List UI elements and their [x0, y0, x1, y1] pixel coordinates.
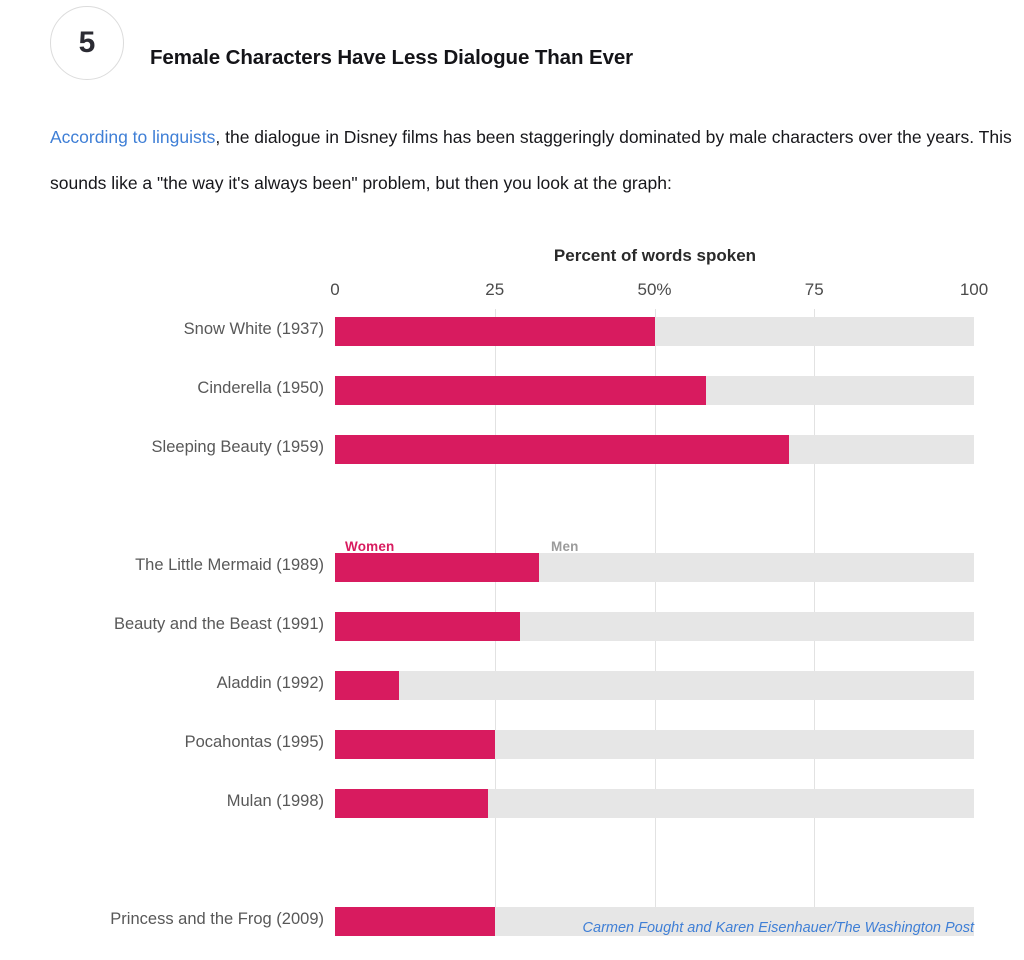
plot-area: Snow White (1937) Cinderella (1950) Sleepi… — [0, 309, 1024, 936]
page-title: Female Characters Have Less Dialogue Tha… — [150, 46, 634, 69]
bar-women — [335, 730, 495, 759]
bar-track-men — [335, 612, 974, 641]
bar-track-men — [335, 789, 974, 818]
bar-track-men — [335, 376, 974, 405]
bar-women — [335, 317, 655, 346]
row-label: Aladdin (1992) — [216, 674, 324, 692]
chart-row: The Little Mermaid (1989) Women Men — [0, 539, 1024, 582]
dialogue-bar-chart: Percent of words spoken 0 25 50% 75 100 Snow… — [0, 236, 1024, 936]
bar-track-men — [335, 317, 974, 346]
legend-women: Women — [345, 539, 395, 554]
bar-track-men — [335, 435, 974, 464]
chart-credit: Carmen Fought and Karen Eisenhauer/The W… — [582, 920, 974, 936]
body-paragraph-rest: , the dialogue in Disney films has been … — [50, 126, 1012, 193]
row-label: Princess and the Frog (2009) — [110, 910, 324, 928]
row-label: Pocahontas (1995) — [184, 733, 324, 751]
chart-row: Aladdin (1992) — [0, 671, 1024, 700]
row-label: Sleeping Beauty (1959) — [151, 438, 324, 456]
x-axis-tick-100: 100 — [959, 280, 989, 299]
x-axis: 0 25 50% 75 100 — [0, 280, 1024, 306]
gridline-50 — [654, 309, 656, 909]
chart-title: Percent of words spoken — [553, 246, 757, 265]
row-label: Snow White (1937) — [183, 320, 324, 338]
x-axis-tick-75: 75 — [804, 280, 824, 299]
bar-track-men — [335, 671, 974, 700]
chart-row: Beauty and the Beast (1991) — [0, 612, 1024, 641]
x-axis-tick-0: 0 — [330, 280, 340, 299]
row-label: Cinderella (1950) — [197, 379, 324, 397]
row-label: Mulan (1998) — [226, 792, 324, 810]
bar-women — [335, 671, 399, 700]
x-axis-tick-50: 50% — [637, 280, 672, 299]
gridline-75 — [814, 309, 816, 909]
section-header: 5 Female Characters Have Less Dialogue T… — [0, 0, 1024, 86]
bar-track-men — [335, 553, 974, 582]
chart-row: Sleeping Beauty (1959) — [0, 435, 1024, 464]
x-axis-tick-25: 25 — [485, 280, 505, 299]
chart-row: Snow White (1937) — [0, 317, 1024, 346]
bar-women — [335, 612, 521, 641]
chart-row: Princess and the Frog (2009) — [0, 907, 1024, 936]
bar-track-men — [335, 907, 974, 936]
body-paragraph: According to linguists, the dialogue in … — [50, 114, 1024, 206]
row-label: Beauty and the Beast (1991) — [113, 615, 324, 633]
chart-row: Pocahontas (1995) — [0, 730, 1024, 759]
chart-row: Mulan (1998) — [0, 789, 1024, 818]
bar-women — [335, 789, 489, 818]
bar-women — [335, 553, 540, 582]
chart-row: Cinderella (1950) — [0, 376, 1024, 405]
bar-track-men — [335, 730, 974, 759]
bar-women — [335, 435, 789, 464]
bar-women — [335, 376, 706, 405]
legend-men: Men — [551, 539, 579, 554]
linguists-link[interactable]: According to linguists — [50, 126, 216, 147]
bar-women — [335, 907, 495, 936]
section-number-badge: 5 — [50, 6, 124, 80]
gridline-25 — [494, 309, 496, 909]
row-label: The Little Mermaid (1989) — [135, 556, 324, 574]
section-number: 5 — [78, 26, 96, 59]
